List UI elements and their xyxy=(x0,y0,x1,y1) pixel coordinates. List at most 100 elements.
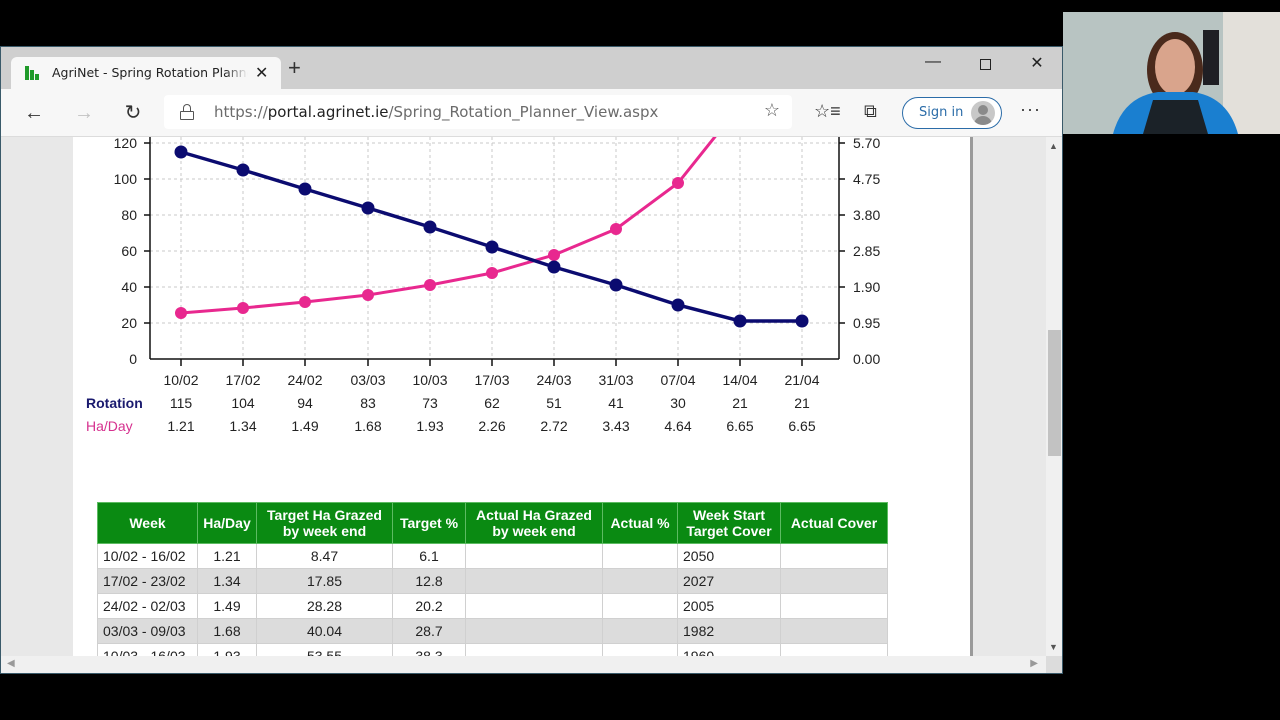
scroll-right-icon[interactable]: ▶ xyxy=(1030,658,1038,669)
svg-text:17/03: 17/03 xyxy=(474,372,509,388)
svg-text:03/03: 03/03 xyxy=(350,372,385,388)
svg-text:0.00: 0.00 xyxy=(853,351,880,367)
haday-series xyxy=(175,137,717,319)
svg-text:80: 80 xyxy=(121,207,137,223)
minimize-button[interactable]: — xyxy=(925,53,941,70)
page-viewport: 120 100 80 60 40 20 0 5.70 4.75 3.80 2.8… xyxy=(1,137,1046,656)
svg-text:10/03: 10/03 xyxy=(412,372,447,388)
vertical-scrollbar[interactable]: ▲ ▼ xyxy=(1046,137,1062,656)
col-target-cover: Week Start Target Cover xyxy=(677,502,781,544)
svg-text:51: 51 xyxy=(546,395,562,411)
col-actual-ha: Actual Ha Grazed by week end xyxy=(465,502,603,544)
haday-row-label: Ha/Day xyxy=(86,418,133,434)
haday-values: 1.21 1.34 1.49 1.68 1.93 2.26 2.72 3.43 … xyxy=(167,418,815,434)
svg-text:41: 41 xyxy=(608,395,624,411)
svg-text:3.43: 3.43 xyxy=(602,418,629,434)
rotation-chart: 120 100 80 60 40 20 0 5.70 4.75 3.80 2.8… xyxy=(86,137,880,434)
planner-page: 120 100 80 60 40 20 0 5.70 4.75 3.80 2.8… xyxy=(73,137,973,656)
favorites-list-icon[interactable]: ☆≡ xyxy=(814,101,841,121)
right-axis-labels: 5.70 4.75 3.80 2.85 1.90 0.95 0.00 xyxy=(853,137,880,367)
svg-text:60: 60 xyxy=(121,243,137,259)
scrollbar-corner xyxy=(1046,656,1062,673)
svg-text:0: 0 xyxy=(129,351,137,367)
maximize-button[interactable] xyxy=(965,53,1005,79)
svg-text:1.34: 1.34 xyxy=(229,418,256,434)
svg-text:94: 94 xyxy=(297,395,313,411)
tab-title: AgriNet - Spring Rotation Planner View xyxy=(52,65,248,80)
svg-text:40: 40 xyxy=(121,279,137,295)
svg-text:0.95: 0.95 xyxy=(853,315,880,331)
table-row: 03/03 - 09/03 1.68 40.04 28.7 1982 xyxy=(97,618,888,644)
table-header-row: Week Ha/Day Target Ha Grazed by week end… xyxy=(97,502,888,544)
rotation-plan-table: Week Ha/Day Target Ha Grazed by week end… xyxy=(97,502,888,656)
svg-text:21: 21 xyxy=(794,395,810,411)
col-haday: Ha/Day xyxy=(197,502,257,544)
url-text[interactable]: https://portal.agrinet.ie/Spring_Rotatio… xyxy=(214,103,659,121)
svg-text:24/03: 24/03 xyxy=(536,372,571,388)
webcam-overlay xyxy=(1063,12,1280,134)
svg-text:2.72: 2.72 xyxy=(540,418,567,434)
horizontal-scrollbar[interactable]: ◀ ▶ xyxy=(1,656,1046,673)
svg-text:14/04: 14/04 xyxy=(722,372,757,388)
scroll-thumb[interactable] xyxy=(1048,330,1061,456)
svg-text:24/02: 24/02 xyxy=(287,372,322,388)
svg-text:30: 30 xyxy=(670,395,686,411)
scroll-up-icon[interactable]: ▲ xyxy=(1049,141,1058,151)
scroll-down-icon[interactable]: ▼ xyxy=(1049,642,1058,652)
svg-text:2.85: 2.85 xyxy=(853,243,880,259)
table-row: 24/02 - 02/03 1.49 28.28 20.2 2005 xyxy=(97,593,888,619)
svg-text:1.21: 1.21 xyxy=(167,418,194,434)
back-arrow-icon[interactable]: ← xyxy=(24,102,44,124)
tab-close-icon[interactable]: ✕ xyxy=(255,65,269,82)
svg-text:115: 115 xyxy=(170,395,193,411)
address-bar[interactable]: https://portal.agrinet.ie/Spring_Rotatio… xyxy=(164,95,792,129)
collections-icon[interactable]: ⧉ xyxy=(864,101,877,121)
lock-icon xyxy=(180,104,194,120)
svg-text:07/04: 07/04 xyxy=(660,372,695,388)
maximize-icon xyxy=(979,59,991,70)
svg-text:10/02: 10/02 xyxy=(163,372,198,388)
col-actual-pct: Actual % xyxy=(602,502,678,544)
svg-text:21/04: 21/04 xyxy=(784,372,819,388)
more-menu-icon[interactable]: ··· xyxy=(1020,99,1041,119)
scroll-left-icon[interactable]: ◀ xyxy=(7,658,15,669)
svg-text:1.49: 1.49 xyxy=(291,418,318,434)
svg-text:21: 21 xyxy=(732,395,748,411)
sign-in-label: Sign in xyxy=(919,105,964,120)
svg-text:83: 83 xyxy=(360,395,376,411)
svg-text:104: 104 xyxy=(231,395,255,411)
svg-text:4.75: 4.75 xyxy=(853,171,880,187)
x-axis-dates: 10/02 17/02 24/02 03/03 10/03 17/03 24/0… xyxy=(163,372,819,388)
svg-text:1.90: 1.90 xyxy=(853,279,880,295)
table-row: 10/02 - 16/02 1.21 8.47 6.1 2050 xyxy=(97,543,888,569)
browser-toolbar: ← → ↻ https://portal.agrinet.ie/Spring_R… xyxy=(1,89,1062,137)
svg-text:120: 120 xyxy=(114,137,138,151)
favorite-star-icon[interactable]: ☆ xyxy=(763,100,780,120)
table-row: 10/03 - 16/03 1.93 53.55 38.3 1960 xyxy=(97,643,888,656)
tab-active[interactable]: AgriNet - Spring Rotation Planner View ✕ xyxy=(11,57,281,89)
browser-window: AgriNet - Spring Rotation Planner View ✕… xyxy=(0,46,1063,674)
svg-text:1.93: 1.93 xyxy=(416,418,443,434)
svg-text:20: 20 xyxy=(121,315,137,331)
svg-text:62: 62 xyxy=(484,395,500,411)
col-target-pct: Target % xyxy=(392,502,466,544)
svg-text:1.68: 1.68 xyxy=(354,418,381,434)
col-target-ha: Target Ha Grazed by week end xyxy=(256,502,393,544)
rotation-series xyxy=(174,145,809,328)
svg-text:4.64: 4.64 xyxy=(664,418,691,434)
sign-in-button[interactable]: Sign in xyxy=(902,97,1002,129)
svg-text:3.80: 3.80 xyxy=(853,207,880,223)
table-row: 17/02 - 23/02 1.34 17.85 12.8 2027 xyxy=(97,568,888,594)
svg-text:17/02: 17/02 xyxy=(225,372,260,388)
rotation-values: 115 104 94 83 73 62 51 41 30 21 21 xyxy=(170,395,810,411)
reload-icon[interactable]: ↻ xyxy=(124,102,142,124)
avatar-icon xyxy=(971,101,995,125)
close-window-button[interactable]: ✕ xyxy=(1030,55,1044,72)
col-actual-cover: Actual Cover xyxy=(780,502,888,544)
chart-axes xyxy=(144,137,845,366)
presenter-video-icon xyxy=(1063,12,1280,134)
forward-arrow-icon[interactable]: → xyxy=(74,102,94,124)
col-week: Week xyxy=(97,502,198,544)
new-tab-button[interactable]: + xyxy=(288,55,301,80)
tab-bar: AgriNet - Spring Rotation Planner View ✕… xyxy=(1,47,1062,89)
